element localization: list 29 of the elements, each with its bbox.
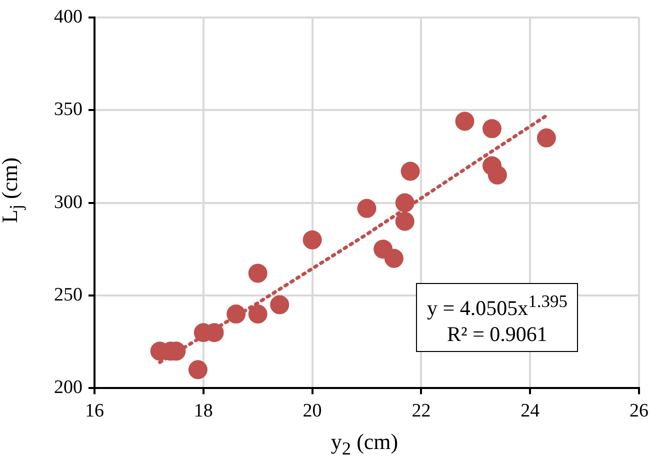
- point: [455, 112, 474, 131]
- point: [188, 360, 208, 380]
- point: [302, 230, 322, 250]
- point: [488, 165, 507, 184]
- point: [395, 212, 414, 231]
- annotation: R² = 0.9061: [446, 321, 548, 347]
- point: [226, 304, 246, 324]
- point: [395, 193, 414, 212]
- y-tick-label: 350: [54, 99, 82, 120]
- y-tick-label: 200: [54, 377, 82, 398]
- point: [536, 128, 556, 148]
- x-tick-label: 16: [85, 400, 104, 422]
- point: [270, 295, 290, 314]
- y-tick-label: 400: [54, 6, 82, 28]
- y-tick-label: 300: [54, 192, 82, 213]
- point: [384, 248, 404, 268]
- x-axis-title: y$_{2}$ (cm): [330, 428, 400, 459]
- point: [400, 162, 420, 181]
- annotation: y = 4.0505x$^{1.395}$: [427, 290, 568, 321]
- point: [248, 264, 268, 283]
- y-tick-label: 250: [54, 284, 82, 306]
- x-tick-label: 24: [520, 400, 540, 422]
- x-tick-label: 18: [194, 400, 213, 422]
- x-tick-label: 26: [630, 400, 648, 422]
- x-tick-label: 20: [302, 400, 322, 422]
- point: [357, 198, 376, 218]
- x-tick-label: 22: [412, 400, 431, 422]
- point: [482, 119, 502, 138]
- point: [248, 304, 268, 324]
